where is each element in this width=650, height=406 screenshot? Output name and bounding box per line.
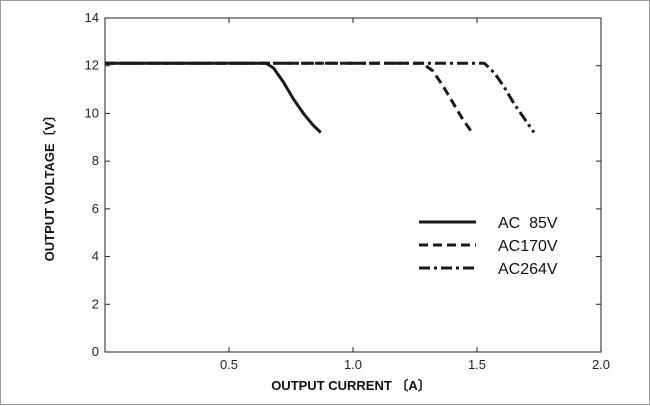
y-tick-label: 14 — [85, 10, 99, 25]
series-line-ac264v — [105, 61, 536, 134]
y-tick-label: 10 — [85, 105, 99, 120]
axes-layer — [104, 17, 602, 353]
y-tick-label: 6 — [92, 201, 99, 216]
y-tick-label: 8 — [92, 153, 99, 168]
x-axis-title: OUTPUT CURRENT 〔A〕 — [271, 378, 431, 393]
series-line-ac85v — [105, 61, 322, 134]
legend-label-ac85v: AC 85V — [498, 215, 558, 232]
axis-titles: OUTPUT CURRENT 〔A〕 OUTPUT VOLTAGE〔V〕 — [42, 109, 431, 393]
series-layer — [105, 61, 536, 134]
legend: AC 85V AC170V AC264V — [419, 215, 558, 278]
y-tick-label: 2 — [92, 296, 99, 311]
legend-label-ac170v: AC170V — [498, 238, 558, 255]
x-tick-label: 1.0 — [344, 357, 362, 372]
y-tick-label: 4 — [92, 249, 99, 264]
x-tick-label: 2.0 — [592, 357, 610, 372]
y-axis-title: OUTPUT VOLTAGE〔V〕 — [42, 109, 57, 262]
x-tick-label: 0.5 — [220, 357, 238, 372]
y-tick-label: 0 — [92, 344, 99, 359]
y-tick-label: 12 — [85, 58, 99, 73]
legend-label-ac264v: AC264V — [498, 261, 558, 278]
series-line-ac170v — [105, 61, 474, 134]
plot-frame — [104, 17, 602, 353]
ticks-layer: 0 2 4 6 8 10 12 14 0.5 1.0 1.5 2.0 — [85, 10, 611, 372]
x-tick-label: 1.5 — [468, 357, 486, 372]
